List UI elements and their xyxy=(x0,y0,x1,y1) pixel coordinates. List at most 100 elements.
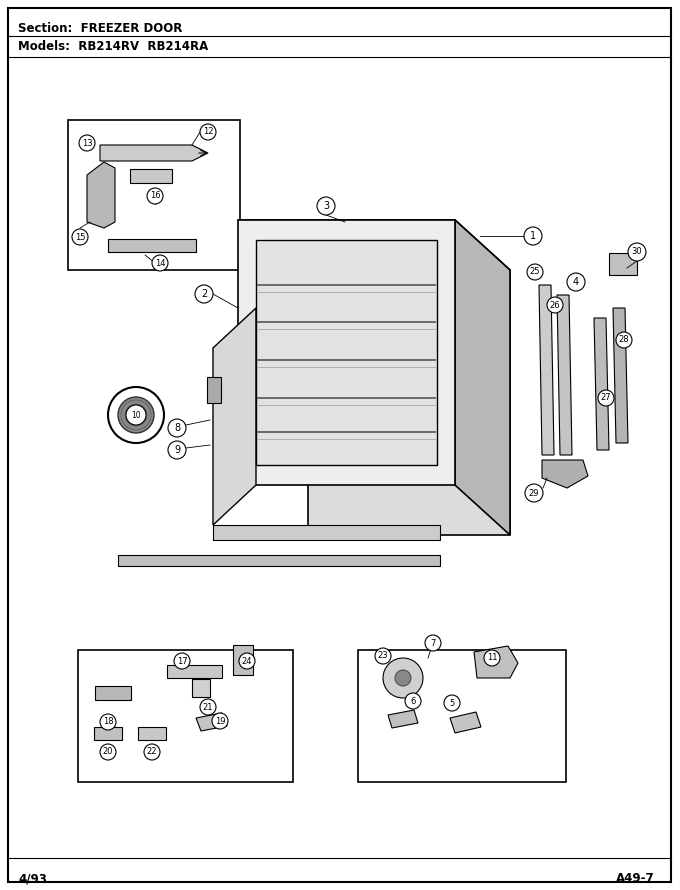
Text: 5: 5 xyxy=(449,699,455,708)
Circle shape xyxy=(383,658,423,698)
Polygon shape xyxy=(100,145,208,161)
Circle shape xyxy=(527,264,543,280)
Polygon shape xyxy=(213,308,256,525)
Circle shape xyxy=(100,744,116,760)
Text: A49-7: A49-7 xyxy=(616,872,655,885)
Circle shape xyxy=(126,405,146,425)
Text: 25: 25 xyxy=(530,268,540,277)
Polygon shape xyxy=(118,555,440,566)
Text: 27: 27 xyxy=(600,393,611,402)
Circle shape xyxy=(405,693,421,709)
Polygon shape xyxy=(238,220,510,270)
Polygon shape xyxy=(539,285,554,455)
Bar xyxy=(108,239,196,252)
Polygon shape xyxy=(557,295,572,455)
Text: 13: 13 xyxy=(82,139,92,148)
Text: 3: 3 xyxy=(323,201,329,211)
Text: 22: 22 xyxy=(147,748,157,756)
Circle shape xyxy=(567,273,585,291)
Circle shape xyxy=(212,713,228,729)
Circle shape xyxy=(317,197,335,215)
Bar xyxy=(358,650,566,782)
Circle shape xyxy=(100,714,116,730)
Circle shape xyxy=(200,699,216,715)
Text: 4: 4 xyxy=(573,277,579,287)
Circle shape xyxy=(72,229,88,245)
Circle shape xyxy=(168,441,186,459)
Text: 10: 10 xyxy=(131,410,141,419)
Circle shape xyxy=(144,744,160,760)
Circle shape xyxy=(195,285,213,303)
Bar xyxy=(138,727,166,740)
Circle shape xyxy=(147,188,163,204)
Polygon shape xyxy=(594,318,609,450)
Text: 21: 21 xyxy=(203,702,214,711)
Text: 8: 8 xyxy=(174,423,180,433)
Text: 19: 19 xyxy=(215,716,225,725)
Polygon shape xyxy=(87,162,115,228)
Text: 15: 15 xyxy=(75,232,85,241)
Circle shape xyxy=(118,397,154,433)
Circle shape xyxy=(79,135,95,151)
Text: 29: 29 xyxy=(529,489,539,498)
Circle shape xyxy=(628,243,646,261)
Polygon shape xyxy=(474,646,518,678)
Text: 26: 26 xyxy=(549,301,560,310)
Text: 7: 7 xyxy=(430,638,436,648)
Text: 20: 20 xyxy=(103,748,114,756)
Circle shape xyxy=(598,390,614,406)
Text: Models:  RB214RV  RB214RA: Models: RB214RV RB214RA xyxy=(18,40,208,53)
Text: 12: 12 xyxy=(203,127,214,136)
Bar xyxy=(78,650,293,782)
Text: 4/93: 4/93 xyxy=(18,872,47,885)
Polygon shape xyxy=(256,240,437,465)
Circle shape xyxy=(395,670,411,686)
Bar xyxy=(609,253,637,275)
Bar xyxy=(130,169,172,183)
Circle shape xyxy=(168,419,186,437)
Text: 1: 1 xyxy=(530,231,536,241)
Text: 16: 16 xyxy=(150,191,160,200)
Bar xyxy=(207,377,221,403)
Polygon shape xyxy=(238,220,455,485)
Circle shape xyxy=(525,484,543,502)
Polygon shape xyxy=(196,713,227,731)
Circle shape xyxy=(174,653,190,669)
Text: Section:  FREEZER DOOR: Section: FREEZER DOOR xyxy=(18,22,182,35)
Polygon shape xyxy=(613,308,628,443)
Circle shape xyxy=(484,650,500,666)
Text: 24: 24 xyxy=(242,657,252,666)
Polygon shape xyxy=(308,270,510,535)
Circle shape xyxy=(444,695,460,711)
Text: 17: 17 xyxy=(177,657,187,666)
Circle shape xyxy=(524,227,542,245)
Circle shape xyxy=(239,653,255,669)
Polygon shape xyxy=(388,710,418,728)
Bar xyxy=(68,120,240,270)
Circle shape xyxy=(152,255,168,271)
Text: 11: 11 xyxy=(487,653,497,662)
Polygon shape xyxy=(450,712,481,733)
Bar xyxy=(192,679,210,697)
Text: 9: 9 xyxy=(174,445,180,455)
Text: 23: 23 xyxy=(377,651,388,660)
Text: 28: 28 xyxy=(619,336,629,344)
Circle shape xyxy=(547,297,563,313)
Text: 6: 6 xyxy=(410,697,415,706)
Text: 30: 30 xyxy=(632,247,643,256)
Circle shape xyxy=(200,124,216,140)
Circle shape xyxy=(108,387,164,443)
Polygon shape xyxy=(213,525,440,540)
Polygon shape xyxy=(455,220,510,535)
Circle shape xyxy=(425,635,441,651)
Text: 14: 14 xyxy=(155,258,165,268)
Circle shape xyxy=(616,332,632,348)
Text: 2: 2 xyxy=(201,289,207,299)
Circle shape xyxy=(375,648,391,664)
Bar xyxy=(94,727,122,740)
Text: 18: 18 xyxy=(103,717,114,726)
Bar xyxy=(233,645,253,675)
Bar xyxy=(167,665,222,678)
Polygon shape xyxy=(542,460,588,488)
Bar xyxy=(95,686,131,700)
